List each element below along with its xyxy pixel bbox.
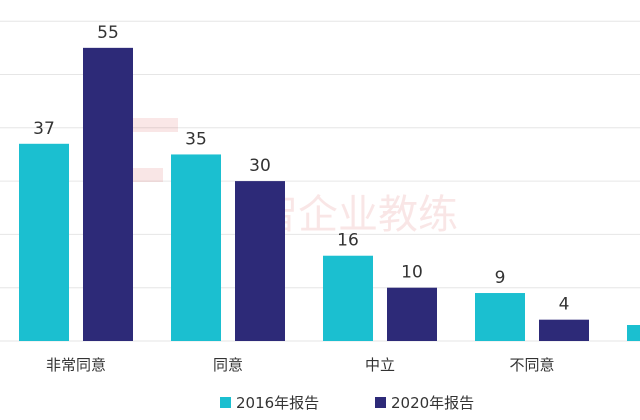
value-label: 35 — [185, 129, 207, 149]
category-label: 非常同意 — [46, 356, 106, 374]
value-label: 9 — [495, 268, 506, 288]
legend-label: 2020年报告 — [391, 394, 474, 412]
category-labels: 非常同意同意中立不同意非常 — [46, 356, 555, 374]
value-label: 30 — [249, 156, 271, 176]
legend-swatch — [375, 397, 386, 408]
bar — [171, 154, 221, 341]
value-label: 4 — [559, 295, 570, 315]
bar — [475, 293, 525, 341]
bar — [19, 143, 69, 341]
category-label: 同意 — [213, 356, 243, 374]
value-label: 37 — [33, 119, 55, 139]
bar — [627, 325, 640, 341]
value-label: 55 — [97, 23, 119, 43]
bars — [19, 47, 640, 341]
legend: 2016年报告 2020年报告 — [220, 394, 474, 412]
value-labels: 375535301610943 — [33, 23, 570, 315]
legend-swatch — [220, 397, 231, 408]
bar — [539, 319, 589, 341]
value-label: 10 — [401, 263, 423, 283]
bar — [83, 47, 133, 341]
legend-label: 2016年报告 — [236, 394, 319, 412]
bar — [235, 181, 285, 341]
bar — [387, 287, 437, 341]
watermark-text: 智企业教练 — [258, 192, 458, 238]
value-label: 16 — [337, 231, 359, 251]
category-label: 不同意 — [509, 356, 554, 374]
bar — [323, 255, 373, 341]
category-label: 中立 — [365, 356, 395, 374]
